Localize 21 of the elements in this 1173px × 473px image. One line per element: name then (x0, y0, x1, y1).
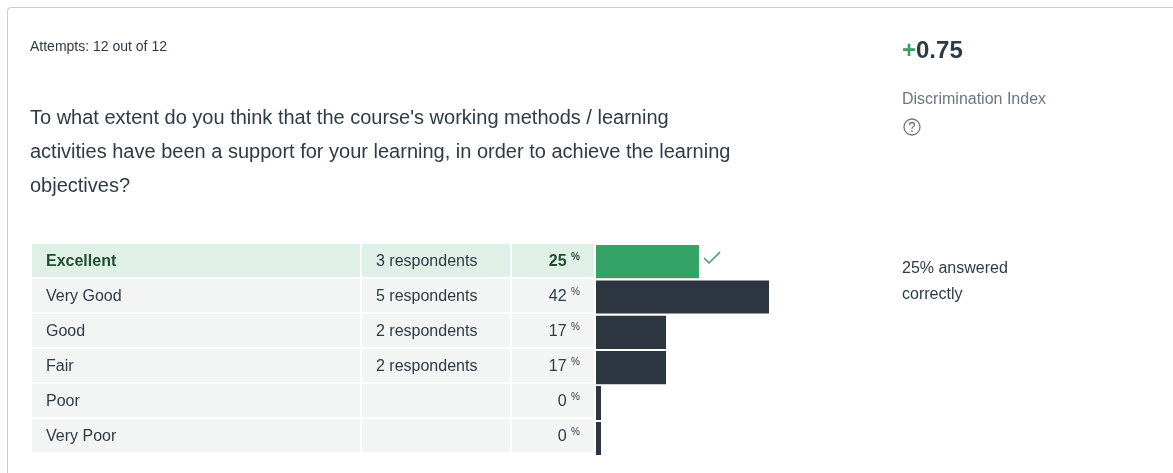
data-label: 0 $^{%}$ (511, 418, 595, 453)
data-label: 42 $^{%}$ (511, 278, 595, 313)
data-label: 0 $^{%}$ (511, 383, 595, 418)
text: Attempts: 12 out of 12 (30, 38, 167, 54)
y-tick-label: Very Good (32, 278, 361, 313)
text: 2 respondents (361, 348, 511, 383)
text: +0.75 (902, 36, 963, 64)
text: 2 respondents (361, 313, 511, 348)
data-label: 17 $^{%}$ (511, 313, 595, 348)
text: To what extent do you think that the course's working methods / learning activities have been a support for your learning, in order to achieve the learning objectives? (30, 105, 732, 198)
y-tick-label: Very Poor (32, 418, 361, 453)
y-tick-label: Poor (32, 383, 361, 418)
text: 25% answered correctly (902, 258, 1009, 304)
data-label: 17 $^{%}$ (511, 348, 595, 383)
y-tick-label: Fair (32, 348, 361, 383)
y-tick-label: Excellent (32, 244, 361, 278)
text: Discrimination Index (902, 90, 1047, 108)
text: 5 respondents (361, 278, 511, 313)
y-tick-label: Good (32, 313, 361, 348)
text: 3 respondents (361, 244, 511, 278)
data-label: 25 $^{%}$ (511, 244, 595, 278)
